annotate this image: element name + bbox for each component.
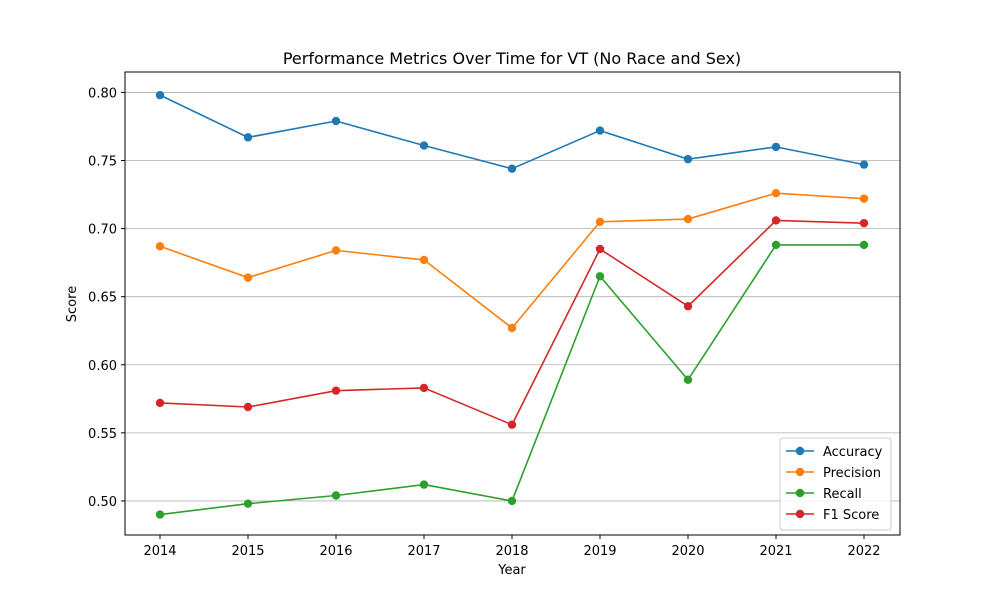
x-tick-label: 2020 — [671, 544, 704, 559]
legend: Accuracy Precision Recall F1 Score — [779, 437, 892, 531]
legend-label: Recall — [823, 487, 862, 502]
data-point-accuracy — [683, 154, 693, 164]
data-point-f1-score — [771, 216, 781, 225]
legend-item-recall: Recall — [786, 487, 862, 502]
legend-swatch-marker — [795, 467, 805, 477]
data-point-f1-score — [155, 398, 165, 408]
data-point-accuracy — [419, 141, 429, 150]
data-point-recall — [419, 480, 429, 489]
data-point-f1-score — [331, 386, 341, 395]
data-point-accuracy — [243, 133, 253, 142]
x-axis-label: Year — [497, 563, 526, 578]
data-point-accuracy — [155, 90, 165, 100]
legend-frame — [779, 437, 892, 531]
x-axis-ticks: 2014 2015 2016 2017 2018 2019 2020 2021 2022 — [143, 535, 881, 559]
x-tick-label: 2018 — [495, 544, 528, 559]
x-tick-label: 2016 — [319, 544, 352, 559]
x-tick-label: 2022 — [847, 544, 880, 559]
y-tick-label: 0.55 — [88, 427, 117, 442]
legend-item-precision: Precision — [786, 466, 881, 481]
y-tick-label: 0.65 — [88, 291, 117, 306]
y-tick-label: 0.75 — [88, 155, 117, 170]
data-point-precision — [683, 214, 693, 224]
legend-item-f1-score: F1 Score — [786, 508, 879, 523]
data-point-accuracy — [859, 160, 869, 169]
x-tick-label: 2014 — [143, 544, 176, 559]
data-point-accuracy — [771, 142, 781, 152]
series-line-accuracy — [159, 94, 865, 170]
y-axis-ticks: 0.50 0.55 0.60 0.65 0.70 0.75 0.80 — [88, 86, 125, 510]
legend-label: F1 Score — [823, 508, 879, 523]
data-point-precision — [155, 242, 165, 251]
series-accuracy — [155, 90, 869, 173]
series-f1-score — [155, 216, 869, 429]
data-point-precision — [507, 323, 517, 333]
series-line-recall — [159, 244, 864, 516]
data-point-precision — [243, 273, 253, 282]
legend-label: Accuracy — [823, 445, 883, 460]
series-line-f1-score — [159, 219, 865, 426]
legend-swatch-marker — [795, 509, 805, 519]
data-point-precision — [859, 194, 869, 203]
y-tick-label: 0.80 — [88, 86, 117, 101]
data-point-recall — [859, 240, 869, 250]
data-point-f1-score — [243, 402, 253, 412]
data-point-f1-score — [595, 244, 605, 254]
data-point-precision — [595, 217, 605, 226]
data-point-recall — [771, 240, 781, 250]
legend-swatch-marker — [795, 446, 805, 456]
x-tick-label: 2015 — [231, 544, 264, 559]
data-point-recall — [507, 496, 517, 506]
series-group — [155, 90, 869, 519]
x-tick-label: 2021 — [759, 544, 792, 559]
y-tick-label: 0.60 — [88, 359, 117, 374]
legend-label: Precision — [823, 466, 881, 481]
y-tick-label: 0.50 — [88, 495, 117, 510]
x-tick-label: 2019 — [583, 544, 616, 559]
data-point-recall — [243, 499, 253, 508]
legend-swatch-marker — [795, 488, 805, 498]
grid-lines — [125, 92, 900, 502]
data-point-f1-score — [859, 218, 869, 228]
data-point-recall — [331, 491, 341, 500]
data-point-f1-score — [507, 420, 517, 429]
data-point-accuracy — [331, 116, 341, 126]
data-point-recall — [155, 510, 165, 519]
data-point-accuracy — [595, 126, 605, 135]
chart-title: Performance Metrics Over Time for VT (No… — [283, 49, 741, 68]
data-point-precision — [771, 188, 781, 198]
data-point-precision — [419, 255, 429, 265]
y-axis-label: Score — [65, 286, 80, 322]
series-line-precision — [159, 192, 865, 330]
series-precision — [155, 188, 869, 333]
legend-item-accuracy: Accuracy — [786, 445, 883, 460]
data-point-f1-score — [419, 383, 429, 393]
data-point-recall — [683, 375, 693, 384]
series-recall — [155, 240, 869, 519]
data-point-f1-score — [683, 302, 693, 311]
y-tick-label: 0.70 — [88, 223, 117, 238]
data-point-recall — [595, 272, 605, 281]
data-point-accuracy — [507, 164, 517, 173]
x-tick-label: 2017 — [407, 544, 440, 559]
data-point-precision — [331, 246, 341, 255]
